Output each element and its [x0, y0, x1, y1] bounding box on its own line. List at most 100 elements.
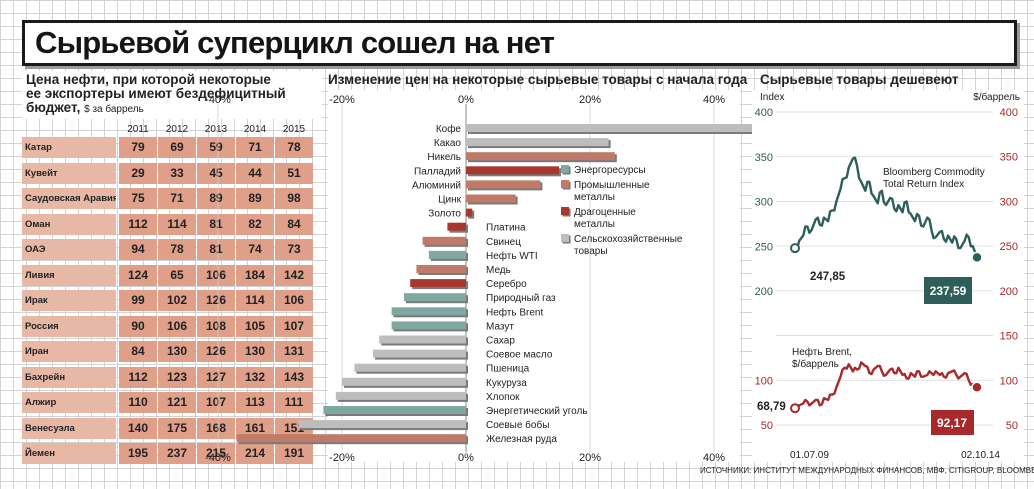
value-cell: 161 — [236, 417, 274, 439]
value-cell: 106 — [275, 290, 313, 311]
source-note: ИСТОЧНИКИ: ИНСТИТУТ МЕЖДУНАРОДНЫХ ФИНАНС… — [700, 466, 1034, 475]
value-cell: 84 — [119, 341, 157, 362]
bar-label: Железная руда — [486, 434, 557, 445]
bar-tick-top: 40% — [703, 94, 725, 106]
bar-label: Свинец — [486, 237, 521, 248]
value-cell: 108 — [197, 315, 235, 337]
table-row: Кувейт 29 33 45 44 51 — [22, 162, 322, 184]
bar-tick-bottom: 20% — [579, 452, 601, 464]
value-cell: 45 — [197, 162, 235, 184]
country-cell: Бахрейн — [22, 366, 116, 388]
right-tick: 250 — [1000, 241, 1018, 253]
value-cell: 123 — [158, 366, 196, 388]
table-row: Венесуэла 140 175 168 161 151 — [22, 417, 322, 439]
value-cell: 71 — [236, 137, 274, 158]
value-cell: 130 — [236, 341, 274, 362]
value-cell: 78 — [158, 239, 196, 260]
value-cell: 59 — [197, 137, 235, 158]
legend-label: Драгоценные — [574, 207, 636, 218]
bar-9 — [428, 250, 466, 259]
bar-8 — [422, 236, 466, 245]
bar-label: Алюминий — [412, 180, 461, 191]
bar-tick-bottom: 40% — [703, 452, 725, 464]
value-cell: 214 — [236, 443, 274, 464]
value-cell: 110 — [119, 392, 157, 413]
value-cell: 89 — [197, 188, 235, 209]
value-cell: 81 — [197, 213, 235, 235]
line-chart-title: Сырьевые товары дешевеют — [760, 72, 959, 87]
series-start-marker-1 — [790, 403, 800, 414]
value-cell: 69 — [158, 137, 196, 158]
right-tick: 50 — [1006, 420, 1018, 432]
series-name-1: Нефть Brent, — [792, 346, 852, 358]
year-header-2011: 2011 — [127, 124, 149, 135]
value-cell: 143 — [275, 366, 313, 388]
right-tick: 150 — [1000, 331, 1018, 343]
value-cell: 99 — [119, 290, 157, 311]
bar-19 — [335, 391, 466, 400]
table-title-line-2: ее экспортеры имеют бездефицитный — [26, 86, 286, 101]
value-cell: 102 — [158, 290, 196, 311]
series-end-label-0: 237,59 — [930, 284, 967, 298]
series-end-box-1 — [931, 410, 974, 435]
value-cell: 132 — [236, 366, 274, 388]
value-cell: 195 — [119, 443, 157, 464]
country-cell: Ирак — [22, 290, 116, 311]
value-cell: 106 — [158, 315, 196, 337]
bar-13 — [391, 307, 466, 316]
line-chart-background — [752, 90, 1024, 462]
table-title-line-3: бюджет, — [26, 100, 81, 115]
value-cell: 142 — [275, 264, 313, 286]
left-tick: 350 — [755, 152, 773, 164]
value-cell: 78 — [275, 137, 313, 158]
left-tick: 400 — [755, 107, 773, 119]
year-header-2014: 2014 — [243, 124, 267, 135]
x-label-start: 01.07.09 — [790, 450, 829, 461]
table-row: Алжир 110 121 107 113 111 — [22, 392, 322, 413]
bar-label: Соевые бобы — [486, 419, 549, 431]
left-tick: 250 — [755, 241, 773, 253]
bar-label: Серебро — [486, 278, 527, 290]
value-cell: 175 — [158, 417, 196, 439]
value-cell: 131 — [275, 341, 313, 362]
bar-tick-top: -20% — [329, 94, 355, 106]
bar-10 — [416, 265, 466, 273]
bar-20 — [323, 406, 466, 414]
bar-0 — [466, 124, 851, 132]
country-cell: Кувейт — [22, 162, 116, 184]
value-cell: 114 — [158, 213, 196, 235]
bar-tick-bottom: -20% — [329, 452, 355, 464]
page-title: Сырьевой суперцикл сошел на нет — [35, 25, 555, 60]
value-cell: 114 — [236, 290, 274, 311]
bar-label: Кукуруза — [486, 378, 527, 389]
right-axis-label: $/баррель — [973, 91, 1020, 103]
country-cell: Йемен — [22, 443, 116, 464]
value-cell: 98 — [275, 188, 313, 209]
value-cell: 112 — [119, 213, 157, 235]
bar-tick-top: -40% — [205, 94, 231, 106]
series-end-label-1: 92,17 — [937, 416, 967, 430]
value-cell: 127 — [197, 366, 235, 388]
bar-label: Нефть WTI — [486, 250, 538, 262]
bar-label: Соевое масло — [486, 350, 553, 361]
table-row: Оман 112 114 81 82 84 — [22, 213, 322, 235]
legend-label: металлы — [574, 219, 615, 230]
bar-label: Нефть Brent — [486, 306, 543, 318]
bar-14 — [391, 321, 466, 330]
x-label-end: 02.10.14 — [961, 450, 1000, 461]
left-tick-brent: 100 — [755, 375, 773, 387]
value-cell: 33 — [158, 162, 196, 184]
table-row: Россия 90 106 108 105 107 — [22, 315, 322, 337]
bar-label: Какао — [434, 138, 462, 149]
left-tick-brent: 50 — [761, 420, 773, 432]
bar-1 — [466, 138, 609, 147]
bar-4 — [466, 180, 541, 189]
value-cell: 79 — [119, 137, 157, 158]
country-cell: Саудовская Аравия — [22, 188, 116, 209]
bar-7 — [447, 222, 466, 231]
country-cell: Ливия — [22, 264, 116, 286]
bar-label: Сахар — [486, 336, 515, 347]
series-name-0: Bloomberg Commodity — [883, 167, 985, 178]
series-end-box-0 — [924, 277, 972, 304]
